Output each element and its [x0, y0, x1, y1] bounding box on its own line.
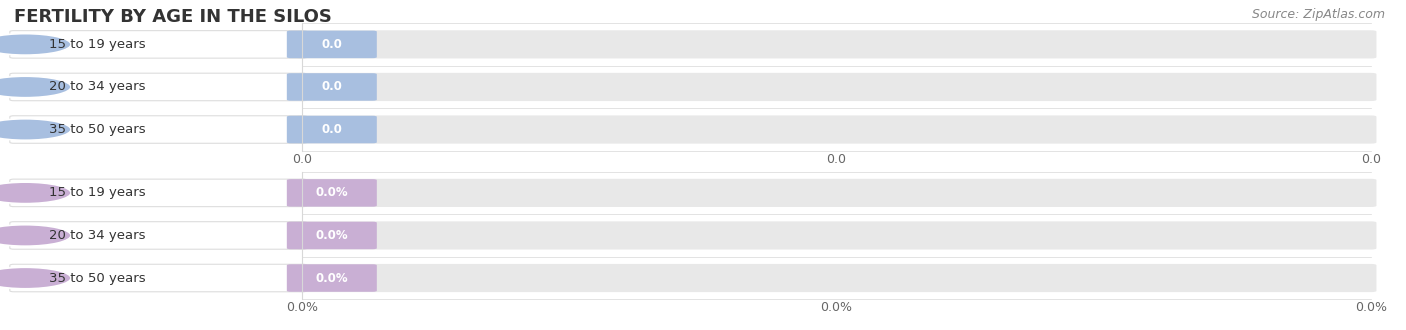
Text: 35 to 50 years: 35 to 50 years	[49, 272, 146, 284]
FancyBboxPatch shape	[297, 179, 1376, 207]
Text: FERTILITY BY AGE IN THE SILOS: FERTILITY BY AGE IN THE SILOS	[14, 8, 332, 26]
Text: Source: ZipAtlas.com: Source: ZipAtlas.com	[1251, 8, 1385, 21]
FancyBboxPatch shape	[287, 179, 377, 207]
Circle shape	[0, 267, 72, 289]
Text: 0.0%: 0.0%	[287, 301, 318, 314]
FancyBboxPatch shape	[297, 221, 1376, 249]
Text: 20 to 34 years: 20 to 34 years	[49, 229, 146, 242]
Text: 0.0: 0.0	[292, 153, 312, 166]
FancyBboxPatch shape	[287, 31, 377, 58]
Text: 20 to 34 years: 20 to 34 years	[49, 81, 146, 93]
Text: 15 to 19 years: 15 to 19 years	[49, 186, 146, 199]
Circle shape	[0, 182, 72, 204]
FancyBboxPatch shape	[297, 30, 1376, 58]
Circle shape	[0, 34, 72, 55]
Text: 0.0: 0.0	[827, 153, 846, 166]
Circle shape	[0, 119, 72, 140]
Text: 35 to 50 years: 35 to 50 years	[49, 123, 146, 136]
FancyBboxPatch shape	[287, 222, 377, 249]
Text: 0.0: 0.0	[322, 81, 342, 93]
Text: 0.0%: 0.0%	[1355, 301, 1386, 314]
FancyBboxPatch shape	[287, 73, 377, 101]
Text: 0.0: 0.0	[322, 38, 342, 51]
Circle shape	[0, 76, 72, 98]
FancyBboxPatch shape	[10, 73, 307, 101]
FancyBboxPatch shape	[10, 116, 307, 143]
Text: 0.0: 0.0	[322, 123, 342, 136]
FancyBboxPatch shape	[10, 264, 307, 292]
Text: 15 to 19 years: 15 to 19 years	[49, 38, 146, 51]
FancyBboxPatch shape	[287, 264, 377, 292]
FancyBboxPatch shape	[10, 179, 307, 207]
Text: 0.0: 0.0	[1361, 153, 1381, 166]
Text: 0.0%: 0.0%	[315, 186, 349, 199]
Circle shape	[0, 225, 72, 246]
FancyBboxPatch shape	[10, 31, 307, 58]
FancyBboxPatch shape	[297, 73, 1376, 101]
Text: 0.0%: 0.0%	[315, 229, 349, 242]
Text: 0.0%: 0.0%	[821, 301, 852, 314]
FancyBboxPatch shape	[287, 116, 377, 143]
FancyBboxPatch shape	[297, 264, 1376, 292]
FancyBboxPatch shape	[10, 222, 307, 249]
FancyBboxPatch shape	[297, 115, 1376, 144]
Text: 0.0%: 0.0%	[315, 272, 349, 284]
